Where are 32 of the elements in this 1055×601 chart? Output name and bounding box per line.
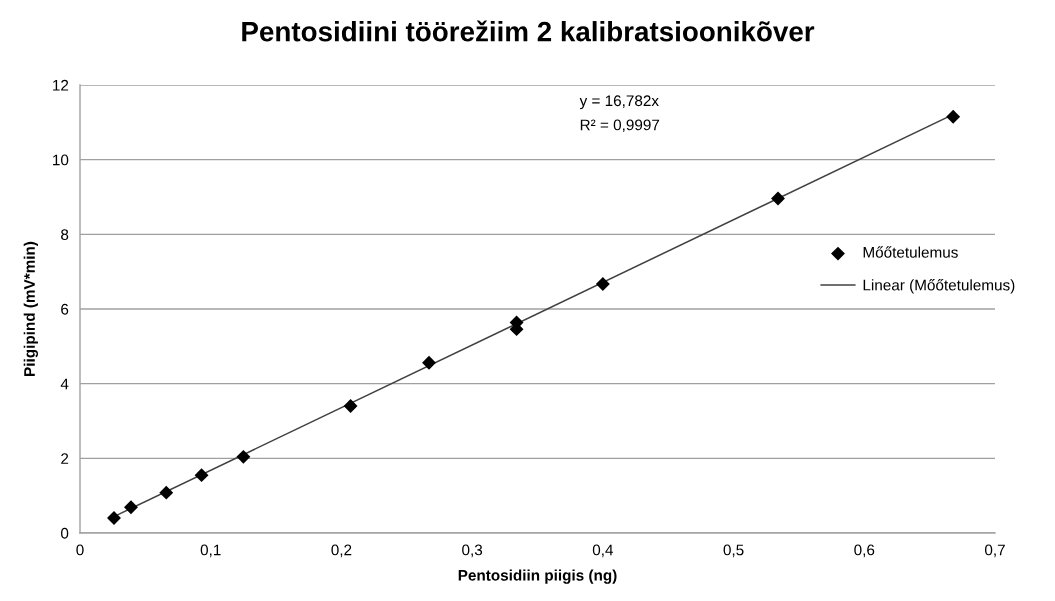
point [236, 449, 251, 464]
point [946, 109, 961, 124]
x-axis-title: Pentosidiin piigis (ng) [458, 569, 617, 584]
x-tick-label: 0,6 [854, 544, 875, 558]
x-tick-label: 0,3 [462, 544, 483, 558]
x-tick-label: 0,1 [200, 544, 221, 558]
point [194, 468, 209, 483]
point [422, 355, 436, 370]
y-axis-title: Piigipind (mV*min) [23, 241, 39, 376]
y-tick-label: 4 [60, 378, 69, 390]
point [343, 399, 358, 414]
x-tick-label: 0,4 [592, 544, 614, 558]
legend-label: Mőőtetulemus [863, 246, 958, 258]
x-tick-label: 0,2 [331, 544, 352, 558]
x-tick-label: 0,5 [723, 544, 744, 558]
point [159, 485, 174, 500]
point [107, 511, 121, 526]
y-tick-label: 8 [61, 229, 69, 241]
annotation: R² = 0,9997 [580, 119, 660, 133]
chart-title: Pentosidiini töörežiim 2 kalibratsioonikõver [242, 20, 815, 42]
x-tick-label: 0,7 [984, 544, 1005, 558]
y-tick-label: 0 [60, 527, 69, 539]
y-tick-label: 12 [53, 79, 69, 91]
point [595, 277, 610, 291]
annotation: y = 16,782x [579, 95, 659, 110]
point [124, 500, 138, 515]
point [771, 191, 785, 206]
y-tick-label: 2 [61, 453, 69, 464]
legend-label: Linear (Mőőtetulemus) [863, 279, 1015, 294]
x-tick-label: 0 [76, 544, 84, 556]
y-tick-label: 10 [53, 154, 69, 166]
y-tick-label: 6 [61, 303, 69, 315]
